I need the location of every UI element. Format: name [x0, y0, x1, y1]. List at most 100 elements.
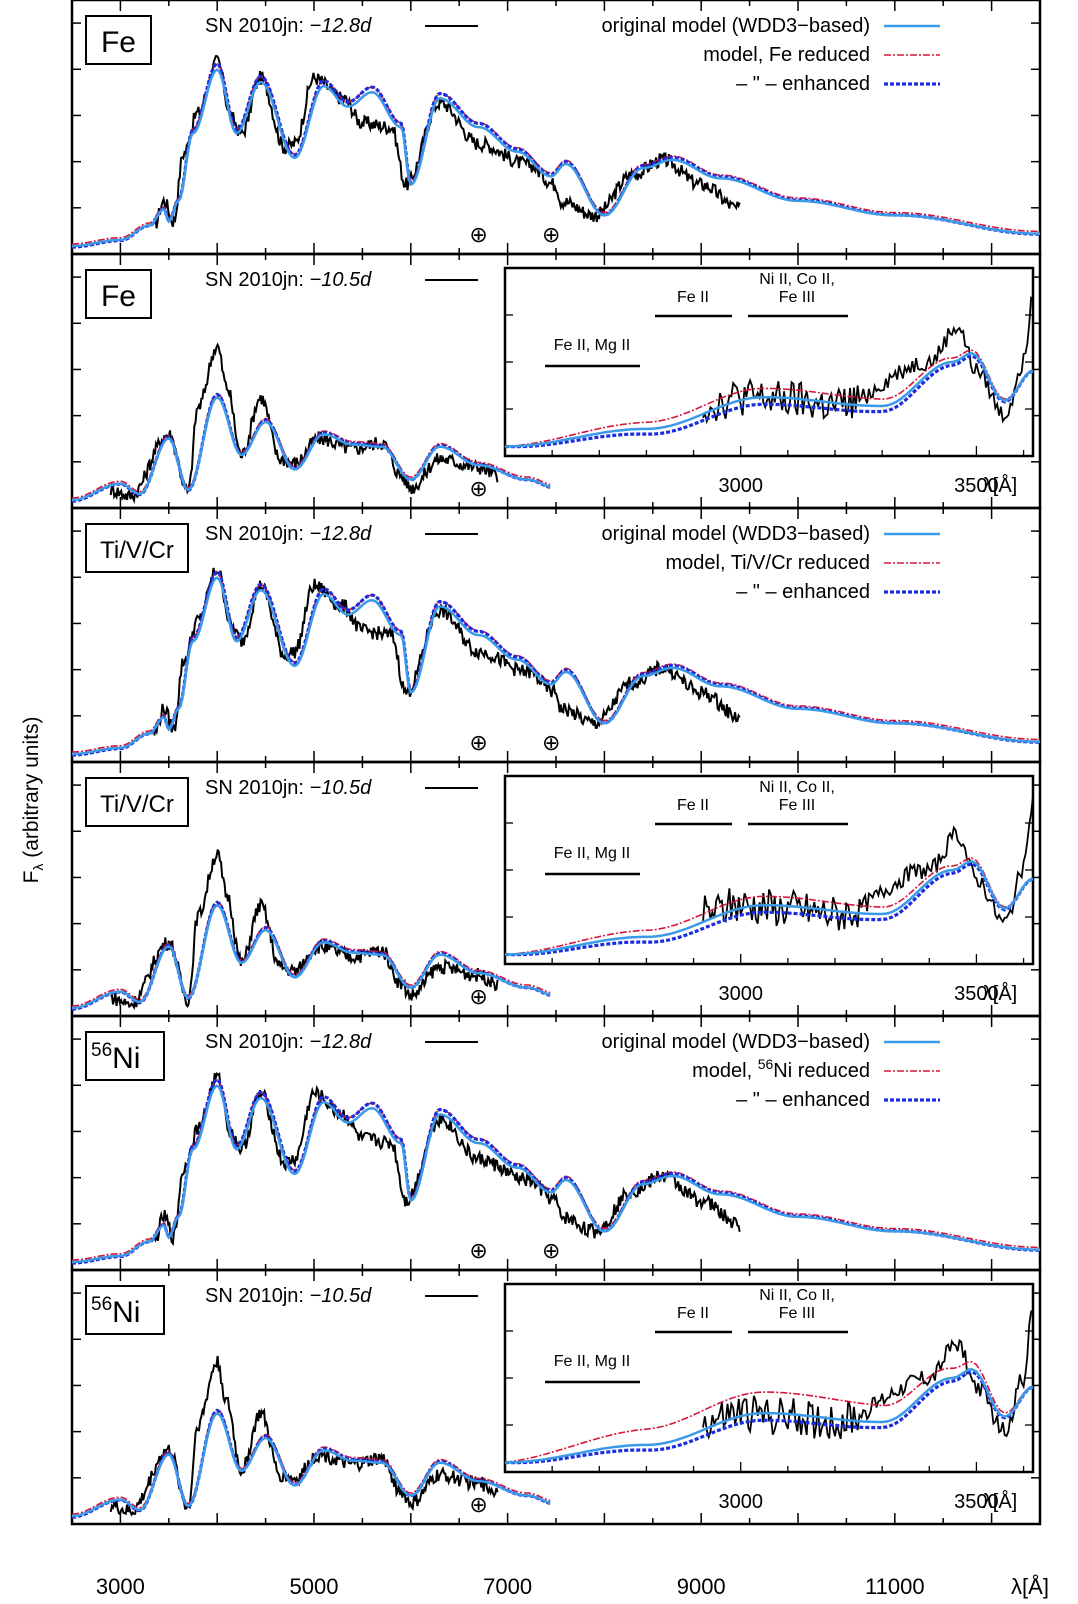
legend-entry-label: model, Fe reduced	[703, 44, 870, 66]
inset-region-label: Ni II, Co II,	[759, 1287, 835, 1304]
inset-original-line	[504, 1367, 1034, 1464]
inset-x-unit-label: λ[Å]	[983, 982, 1017, 1005]
inset-x-unit-label: λ[Å]	[983, 474, 1017, 497]
x-tick-label: 5000	[290, 1574, 339, 1599]
panel-ticks	[72, 1270, 1040, 1524]
telluric-marker: ⊕	[469, 1492, 487, 1517]
epoch-label-text: SN 2010jn: −12.8d	[205, 1031, 372, 1053]
epoch-label: SN 2010jn: −10.5d	[205, 1285, 478, 1307]
inset-reduced-line	[504, 349, 1034, 448]
inset-observed-line	[702, 296, 1034, 425]
panel-ticks	[72, 254, 1040, 508]
element-label: Fe	[85, 15, 152, 65]
epoch-label: SN 2010jn: −12.8d	[205, 1031, 478, 1053]
inset-x-tick-label: 3000	[718, 1491, 763, 1513]
element-label: Ti/V/Cr	[85, 523, 189, 573]
element-label-text: Ti/V/Cr	[100, 537, 174, 564]
x-tick-label: 9000	[677, 1574, 726, 1599]
panel-4: Ti/V/Cr SN 2010jn: −10.5d ⊕ Fe II, Mg IIFe …	[70, 760, 1042, 1018]
panel-curves	[72, 55, 1040, 249]
legend-entry-label: original model (WDD3−based)	[602, 1031, 870, 1053]
enhanced-model-line	[72, 61, 1040, 249]
element-label-box	[85, 523, 189, 573]
model-legend: original model (WDD3−based) model, 56Ni r…	[602, 1031, 940, 1111]
element-label-box	[85, 269, 152, 319]
legend-entry-label: original model (WDD3−based)	[602, 15, 870, 37]
observed-spectrum-line	[109, 1355, 499, 1517]
x-axis-labels: 3000 5000 7000 9000 11000 λ[Å]	[96, 1574, 1049, 1599]
panel-2: Fe SN 2010jn: −10.5d ⊕ Fe II, Mg II Fe II Ni …	[70, 252, 1042, 510]
panel-ticks	[72, 508, 1040, 762]
telluric-marker: ⊕	[542, 1238, 560, 1263]
element-label-text: Fe	[101, 280, 136, 313]
epoch-label-text: SN 2010jn: −12.8d	[205, 523, 372, 545]
original-model-line	[71, 1412, 551, 1518]
inset-reduced-line	[504, 857, 1034, 956]
inset-region-label: Fe II, Mg II	[554, 337, 630, 354]
original-model-line	[71, 396, 551, 502]
epoch-label: SN 2010jn: −12.8d	[205, 15, 478, 37]
inset-panel: Fe II, Mg II Fe II Ni II, Co II,Fe III	[503, 266, 1035, 458]
telluric-marker: ⊕	[469, 222, 487, 247]
inset-x-tick-label: 3500	[954, 475, 999, 497]
element-label: Fe	[85, 269, 152, 319]
original-model-line	[72, 576, 1040, 756]
element-label-text: 56Ni	[91, 1040, 140, 1075]
epoch-label-text: SN 2010jn: −10.5d	[205, 1285, 372, 1307]
panel-curves	[71, 848, 551, 1011]
element-label-box	[85, 1031, 165, 1081]
panel-ticks	[72, 0, 1040, 254]
legend-entry-label: model, Ti/V/Cr reduced	[665, 552, 870, 574]
epoch-label: SN 2010jn: −10.5d	[205, 777, 478, 799]
panel-curves	[71, 1071, 1040, 1265]
telluric-marker: ⊕	[469, 730, 487, 755]
inset-panel: Fe II, Mg II Fe II Ni II, Co II,Fe III	[503, 1282, 1035, 1474]
element-label-text: 56Ni	[91, 1294, 140, 1329]
epoch-label: SN 2010jn: −10.5d	[205, 269, 478, 291]
inset-region-label: Fe II	[677, 797, 709, 814]
original-model-line	[72, 68, 1040, 248]
element-label-text: Fe	[101, 26, 136, 59]
observed-spectrum-line	[153, 55, 741, 229]
inset-original-line	[504, 351, 1034, 448]
original-model-line	[71, 904, 551, 1010]
telluric-marker: ⊕	[469, 984, 487, 1009]
element-label: Ti/V/Cr	[85, 777, 189, 827]
enhanced-model-line	[72, 1077, 1040, 1265]
reduced-model-line	[71, 571, 1040, 753]
telluric-marker: ⊕	[542, 730, 560, 755]
inset-region-label: Fe II	[677, 289, 709, 306]
panel-ticks	[72, 762, 1040, 1016]
inset-x-tick-label: 3000	[718, 475, 763, 497]
x-tick-label: 7000	[483, 1574, 532, 1599]
model-legend: original model (WDD3−based) model, Fe red…	[602, 15, 940, 95]
epoch-label-text: SN 2010jn: −12.8d	[205, 15, 372, 37]
inset-frame	[503, 774, 1035, 966]
model-legend: original model (WDD3−based) model, Ti/V/C…	[602, 523, 940, 603]
enhanced-model-line	[72, 569, 1040, 757]
inset-region-label: Fe II	[677, 1305, 709, 1322]
inset-frame	[503, 266, 1035, 458]
inset-x-tick-label: 3500	[954, 1491, 999, 1513]
y-axis-label: Fλ (arbitrary units)	[20, 717, 46, 884]
inset-x-unit-label: λ[Å]	[983, 1490, 1017, 1513]
epoch-label-text: SN 2010jn: −10.5d	[205, 269, 372, 291]
element-label: 56Ni	[85, 1031, 165, 1081]
legend-entry-label: – " – enhanced	[736, 1089, 870, 1111]
legend-entry-label: – " – enhanced	[736, 73, 870, 95]
telluric-marker: ⊕	[469, 1238, 487, 1263]
observed-spectrum-line	[110, 848, 499, 1011]
observed-spectrum-line	[109, 342, 499, 505]
inset-panel: Fe II, Mg II Fe II Ni II, Co II,Fe III	[503, 774, 1035, 966]
legend-entry-label: – " – enhanced	[736, 581, 870, 603]
legend-entry-label: model, 56Ni reduced	[692, 1056, 870, 1082]
x-axis-unit-label: λ[Å]	[1011, 1574, 1049, 1599]
observed-spectrum-line	[153, 1071, 741, 1247]
x-tick-label: 11000	[865, 1574, 925, 1599]
observed-spectrum-line	[153, 567, 741, 736]
legend-entry-label: original model (WDD3−based)	[602, 523, 870, 545]
inset-x-tick-label: 3000	[718, 983, 763, 1005]
element-label-box	[85, 1285, 165, 1335]
inset-region-label: Fe III	[779, 797, 815, 814]
telluric-marker: ⊕	[542, 222, 560, 247]
